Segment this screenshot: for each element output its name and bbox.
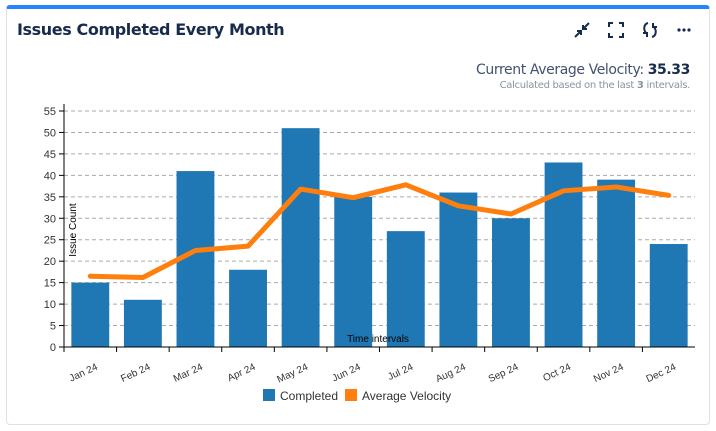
y-tick-label: 5: [50, 321, 56, 333]
y-tick-label: 30: [44, 213, 56, 225]
y-tick-label: 35: [44, 192, 56, 204]
x-tick-label: Jul 24: [386, 362, 415, 383]
bar-completed: [439, 192, 478, 347]
fullscreen-icon[interactable]: [606, 20, 626, 40]
x-tick-label: Aug 24: [434, 362, 468, 386]
more-icon[interactable]: [674, 20, 694, 40]
x-tick-label: Apr 24: [226, 362, 258, 385]
minimize-icon[interactable]: [572, 20, 592, 40]
x-tick-label: Oct 24: [541, 362, 573, 385]
bar-completed: [597, 179, 636, 347]
x-tick-label: Feb 24: [119, 362, 152, 385]
x-tick-label: Jun 24: [331, 362, 363, 385]
x-axis-label: Time intervals: [347, 334, 409, 345]
y-tick-label: 55: [44, 106, 56, 118]
velocity-subtitle: Calculated based on the last 3 intervals…: [499, 80, 691, 91]
legend-label-completed: Completed: [280, 389, 338, 403]
y-tick-label: 20: [44, 256, 56, 268]
current-velocity: Current Average Velocity: 35.33: [476, 62, 690, 78]
velocity-value: 35.33: [647, 62, 691, 78]
card-title: Issues Completed Every Month: [17, 20, 285, 39]
y-tick-label: 45: [44, 149, 56, 161]
y-tick-label: 40: [44, 170, 56, 182]
sub-count: 3: [636, 80, 644, 91]
y-tick-label: 10: [44, 299, 56, 311]
y-tick-label: 50: [44, 127, 56, 139]
legend-label-velocity: Average Velocity: [362, 389, 451, 403]
card-toolbar: [572, 20, 694, 40]
sub-prefix: Calculated based on the last: [499, 80, 635, 91]
bar-completed: [123, 299, 162, 347]
bar-completed: [386, 231, 425, 347]
bar-completed: [281, 128, 320, 347]
refresh-icon[interactable]: [640, 20, 660, 40]
x-tick-label: Mar 24: [172, 362, 205, 385]
bar-completed: [71, 282, 110, 347]
x-tick-label: May 24: [276, 362, 311, 386]
line-average-velocity: [87, 182, 672, 280]
x-tick-label: Dec 24: [645, 362, 679, 386]
legend-swatch-velocity: [345, 389, 357, 401]
x-tick-label: Jan 24: [68, 362, 100, 385]
y-tick-label: 0: [50, 342, 56, 354]
bar-completed: [229, 269, 267, 347]
bar-completed: [649, 244, 688, 347]
velocity-label: Current Average Velocity:: [476, 62, 644, 78]
y-axis-label: Issue Count: [68, 203, 79, 257]
y-tick-label: 25: [44, 235, 56, 247]
bar-completed: [492, 218, 530, 347]
sub-suffix: intervals.: [646, 80, 690, 91]
x-tick-label: Nov 24: [592, 362, 626, 386]
y-tick-label: 15: [44, 278, 56, 290]
legend-swatch-completed: [263, 389, 275, 401]
x-tick-label: Sep 24: [487, 362, 521, 386]
bar-completed: [334, 196, 373, 347]
